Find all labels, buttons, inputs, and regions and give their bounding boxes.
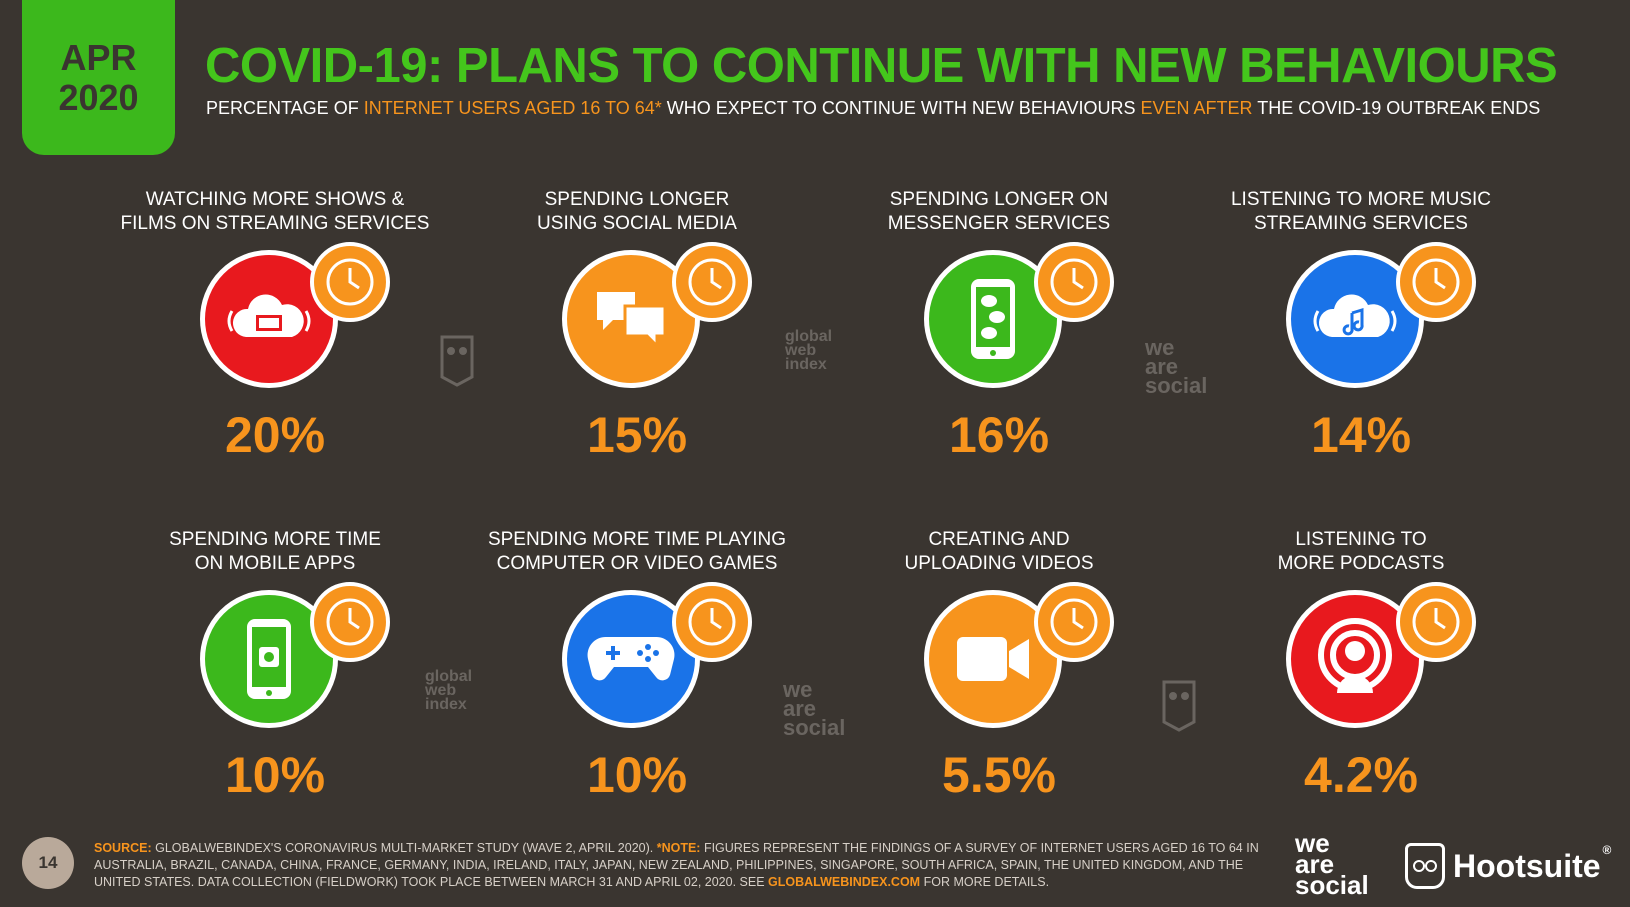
behaviour-value: 10% — [224, 747, 326, 803]
hootsuite-wordmark: Hootsuite — [1453, 847, 1601, 884]
registered-mark: ® — [1602, 843, 1612, 857]
behaviour-card: SPENDING MORE TIME ON MOBILE APPS 10% — [105, 528, 445, 804]
clock-icon — [1034, 582, 1114, 662]
behaviour-label: SPENDING LONGER ON MESSENGER SERVICES — [887, 189, 1111, 234]
was-watermark: we are social — [1145, 335, 1208, 398]
footer-source: SOURCE: GLOBALWEBINDEX'S CORONAVIRUS MUL… — [94, 840, 1274, 891]
subtitle-part: PERCENTAGE OF — [206, 98, 364, 118]
gwi-watermark: global web index — [785, 328, 833, 373]
note-label: *NOTE: — [656, 841, 701, 855]
source-label: SOURCE: — [94, 841, 152, 855]
source-text: GLOBALWEBINDEX'S CORONAVIRUS MULTI-MARKE… — [151, 841, 657, 855]
behaviour-value: 10% — [586, 747, 688, 803]
hootsuite-logo: Hootsuite ® — [1405, 843, 1611, 889]
behaviour-value: 16% — [948, 407, 1050, 463]
behaviour-value: 5.5% — [942, 747, 1056, 803]
behaviour-label: SPENDING MORE TIME PLAYING COMPUTER OR VI… — [487, 529, 787, 574]
badge-month: APR — [60, 36, 137, 78]
clock-icon — [310, 582, 390, 662]
page-number: 14 — [22, 837, 74, 889]
badge-year: 2020 — [58, 76, 139, 118]
we-are-social-logo: we are social — [1295, 828, 1369, 900]
behaviour-value: 4.2% — [1304, 747, 1418, 803]
date-badge: APR 2020 — [22, 0, 175, 155]
behaviour-label: WATCHING MORE SHOWS & FILMS ON STREAMING … — [120, 189, 430, 234]
owl-icon — [1405, 843, 1445, 889]
clock-icon — [1034, 242, 1114, 322]
behaviour-value: 14% — [1310, 407, 1412, 463]
behaviour-card: SPENDING MORE TIME PLAYING COMPUTER OR VI… — [467, 528, 807, 804]
behaviour-label: SPENDING MORE TIME ON MOBILE APPS — [169, 529, 381, 574]
behaviour-card: WATCHING MORE SHOWS & FILMS ON STREAMING … — [105, 188, 445, 464]
mobile-app-icon — [200, 590, 338, 728]
clock-icon — [672, 242, 752, 322]
behaviour-card: LISTENING TO MORE PODCASTS 4.2% — [1191, 528, 1531, 804]
behaviour-card: SPENDING LONGER ON MESSENGER SERVICES 16% — [829, 188, 1169, 464]
subtitle-highlight: INTERNET USERS AGED 16 TO 64* — [363, 98, 662, 118]
clock-icon — [310, 242, 390, 322]
subtitle-part: WHO EXPECT TO CONTINUE WITH NEW BEHAVIOU… — [661, 98, 1141, 118]
behaviour-value: 15% — [586, 407, 688, 463]
behaviour-card: CREATING AND UPLOADING VIDEOS 5.5% — [829, 528, 1169, 804]
behaviour-label: LISTENING TO MORE PODCASTS — [1277, 529, 1445, 574]
hootsuite-watermark-icon — [1162, 680, 1196, 734]
behaviour-card: SPENDING LONGER USING SOCIAL MEDIA 15% — [467, 188, 807, 464]
clock-icon — [1396, 242, 1476, 322]
behaviour-card: LISTENING TO MORE MUSIC STREAMING SERVICE… — [1191, 188, 1531, 464]
subtitle-highlight: EVEN AFTER — [1140, 98, 1253, 118]
behaviour-label: SPENDING LONGER USING SOCIAL MEDIA — [537, 189, 737, 234]
behaviour-label: LISTENING TO MORE MUSIC STREAMING SERVICE… — [1230, 189, 1492, 234]
streaming-cloud-tv-icon — [200, 250, 338, 388]
source-link[interactable]: GLOBALWEBINDEX.COM — [768, 875, 921, 889]
hootsuite-watermark-icon — [440, 335, 474, 387]
behaviour-label: CREATING AND UPLOADING VIDEOS — [904, 529, 1094, 574]
page-title: COVID-19: PLANS TO CONTINUE WITH NEW BEH… — [205, 39, 1558, 93]
clock-icon — [672, 582, 752, 662]
note-text: FIGURES REPRESENT THE FINDINGS OF A SURV… — [94, 841, 1259, 889]
gwi-watermark: global web index — [425, 668, 473, 713]
subtitle-part: THE COVID-19 OUTBREAK ENDS — [1252, 98, 1541, 118]
clock-icon — [1396, 582, 1476, 662]
footer-tail: FOR MORE DETAILS. — [920, 875, 1050, 889]
was-watermark: we are social — [783, 677, 846, 740]
page-subtitle: PERCENTAGE OF INTERNET USERS AGED 16 TO … — [206, 98, 1606, 119]
behaviour-value: 20% — [224, 407, 326, 463]
